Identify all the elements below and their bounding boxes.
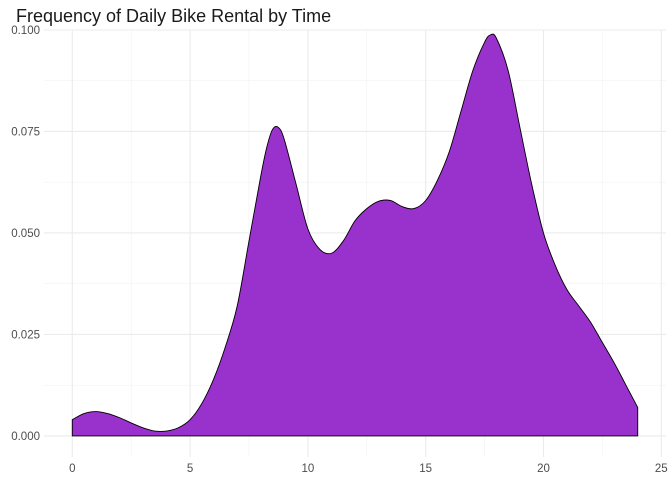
y-tick-label: 0.050 bbox=[11, 228, 40, 240]
y-tick-label: 0.075 bbox=[11, 126, 40, 138]
x-axis-ticks: 0 5 10 15 20 25 bbox=[69, 463, 668, 475]
x-tick-label: 25 bbox=[655, 463, 668, 475]
x-tick-label: 10 bbox=[301, 463, 314, 475]
y-tick-label: 0.000 bbox=[11, 431, 40, 443]
density-area bbox=[71, 33, 639, 437]
x-tick-label: 0 bbox=[69, 463, 75, 475]
y-axis-ticks: 0.000 0.025 0.050 0.075 0.100 bbox=[11, 25, 40, 443]
x-tick-label: 5 bbox=[187, 463, 193, 475]
x-tick-label: 15 bbox=[419, 463, 432, 475]
y-tick-label: 0.100 bbox=[11, 25, 40, 37]
x-tick-label: 20 bbox=[537, 463, 550, 475]
chart-title: Frequency of Daily Bike Rental by Time bbox=[16, 6, 332, 26]
y-tick-label: 0.025 bbox=[11, 329, 40, 341]
